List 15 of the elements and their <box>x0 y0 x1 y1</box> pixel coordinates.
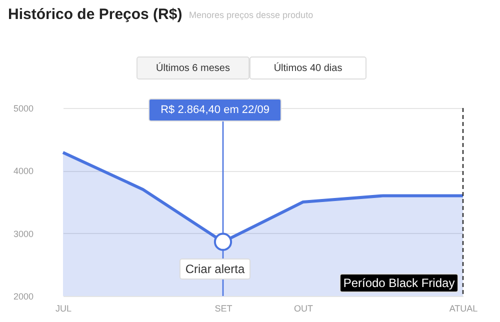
x-tick-label: ATUAL <box>449 304 478 314</box>
y-tick-label: 4000 <box>14 166 34 176</box>
x-tick-label: SET <box>214 304 233 314</box>
annotation: R$ 2.864,40 em 22/09 <box>160 104 270 116</box>
y-tick-label: 3000 <box>14 228 34 239</box>
annotation: Criar alerta <box>185 262 245 276</box>
x-tick-label: OUT <box>294 304 314 314</box>
y-tick-label: 5000 <box>14 104 34 114</box>
annotation: Período Black Friday <box>343 276 455 290</box>
chart-title: Histórico de Preços (R$) <box>8 6 182 23</box>
y-tick-label: 2000 <box>14 292 34 302</box>
text: Últimos 6 meses <box>156 62 230 74</box>
x-tick-label: JUL <box>55 304 72 314</box>
text: Últimos 40 dias <box>274 62 342 74</box>
chart-subtitle: Menores preços desse produto <box>189 10 314 20</box>
